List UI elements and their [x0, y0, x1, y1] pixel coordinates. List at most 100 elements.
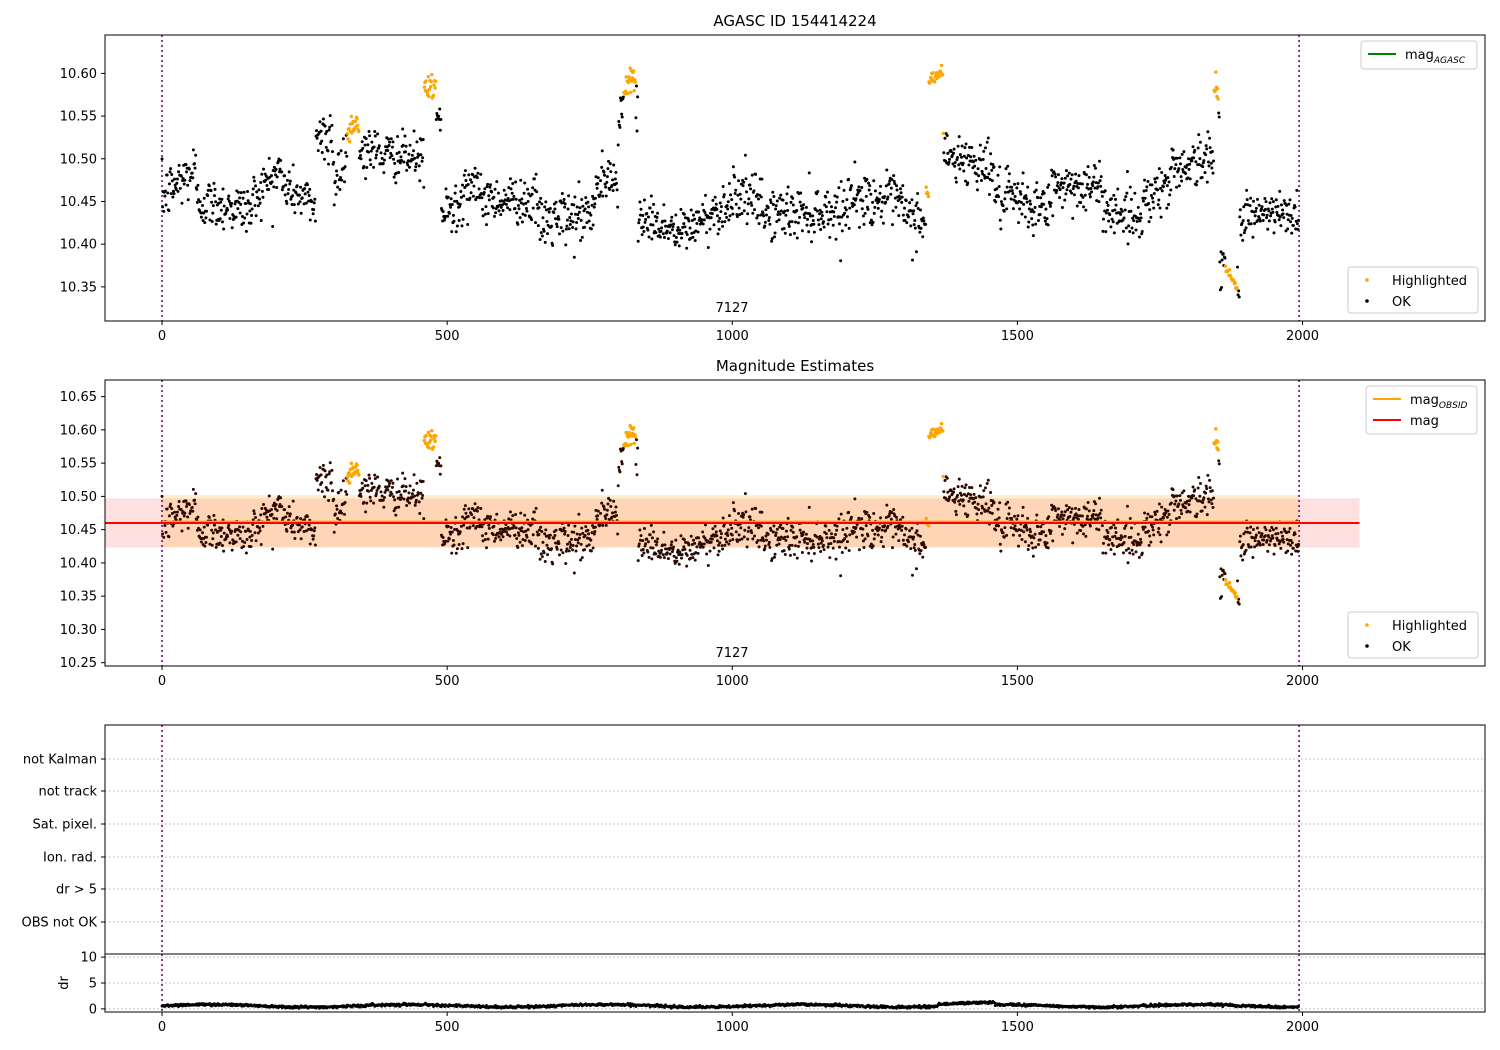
ok-point: [749, 187, 753, 191]
y-tick-label: 10.35: [60, 590, 97, 605]
ok-point: [1124, 195, 1128, 199]
ok-point: [1167, 202, 1171, 206]
ok-point: [571, 220, 575, 224]
ok-point: [553, 217, 557, 221]
ok-point: [891, 546, 895, 550]
ok-point: [446, 214, 450, 218]
ok-point: [335, 169, 339, 173]
ok-point: [634, 116, 638, 120]
ok-point: [580, 235, 584, 239]
ok-point: [641, 225, 645, 229]
ok-point: [449, 526, 453, 530]
ok-point: [1098, 496, 1102, 500]
ok-point: [1076, 517, 1080, 521]
panel1-annotation: 7127: [715, 301, 748, 316]
ok-point: [572, 530, 576, 534]
ok-point: [472, 516, 476, 520]
ok-point: [1265, 538, 1269, 542]
ok-point: [888, 179, 892, 183]
ok-point: [734, 530, 738, 534]
ok-point: [1271, 200, 1275, 204]
ok-point: [450, 551, 454, 555]
ok-point: [454, 515, 458, 519]
ok-point: [986, 478, 990, 482]
ok-point: [567, 523, 571, 527]
ok-point: [311, 537, 315, 541]
ok-point: [791, 525, 795, 529]
ok-point: [175, 510, 179, 514]
ok-point: [645, 537, 649, 541]
ok-point: [1182, 150, 1186, 154]
ok-point: [372, 501, 376, 505]
ok-point: [666, 237, 670, 241]
ok-point: [1218, 575, 1222, 579]
ok-point: [1128, 516, 1132, 520]
ok-point: [313, 197, 317, 201]
ok-point: [650, 536, 654, 540]
ok-point: [468, 196, 472, 200]
ok-point: [1070, 191, 1074, 195]
ok-point: [205, 209, 209, 213]
ok-point: [652, 530, 656, 534]
x-tick-label: 2000: [1286, 674, 1319, 689]
ok-point: [521, 212, 525, 216]
ok-point: [508, 534, 512, 538]
ok-point: [1267, 209, 1271, 213]
ok-point: [449, 205, 453, 209]
ok-point: [641, 539, 645, 543]
ok-point: [494, 211, 498, 215]
ok-point: [837, 517, 841, 521]
ok-point: [1217, 115, 1221, 119]
ok-point: [770, 237, 774, 241]
ok-point: [676, 548, 680, 552]
ok-point: [1192, 156, 1196, 160]
ok-point: [997, 516, 1001, 520]
ok-point: [1104, 211, 1108, 215]
ok-point: [705, 231, 709, 235]
ok-point: [833, 523, 837, 527]
ok-point: [453, 191, 457, 195]
ok-point: [884, 528, 888, 532]
ok-point: [685, 232, 689, 236]
ok-point: [1117, 219, 1121, 223]
ok-point: [210, 543, 214, 547]
ok-point: [952, 147, 956, 151]
ok-point: [313, 526, 317, 530]
ok-point: [1064, 169, 1068, 173]
ok-point: [535, 530, 539, 534]
ok-point: [480, 196, 484, 200]
ok-point: [171, 524, 175, 528]
ok-point: [1237, 597, 1241, 601]
ok-point: [516, 222, 520, 226]
ok-point: [343, 180, 347, 184]
ok-point: [1286, 218, 1290, 222]
ok-point: [265, 515, 269, 519]
ok-point: [573, 195, 577, 199]
ok-point: [275, 186, 279, 190]
ok-point: [642, 198, 646, 202]
ok-point: [252, 175, 256, 179]
ok-point: [1009, 197, 1013, 201]
ok-point: [167, 182, 171, 186]
ok-point: [713, 195, 717, 199]
ok-point: [764, 208, 768, 212]
ok-point: [288, 179, 292, 183]
ok-point: [206, 188, 210, 192]
ok-point: [1194, 183, 1198, 187]
ok-point: [554, 200, 558, 204]
legend-frame: [1347, 266, 1479, 314]
ok-point: [1025, 197, 1029, 201]
ok-point: [596, 509, 600, 513]
ok-point: [1211, 171, 1215, 175]
ok-point: [519, 178, 523, 182]
ok-point: [764, 213, 768, 217]
ok-point: [1078, 514, 1082, 518]
ok-point: [974, 158, 978, 162]
ok-point: [507, 527, 511, 531]
ok-point: [1111, 220, 1115, 224]
ok-point: [1237, 289, 1241, 293]
highlighted-point: [626, 80, 631, 85]
ok-point: [320, 490, 324, 494]
ok-point: [413, 156, 417, 160]
ok-point: [1198, 157, 1202, 161]
